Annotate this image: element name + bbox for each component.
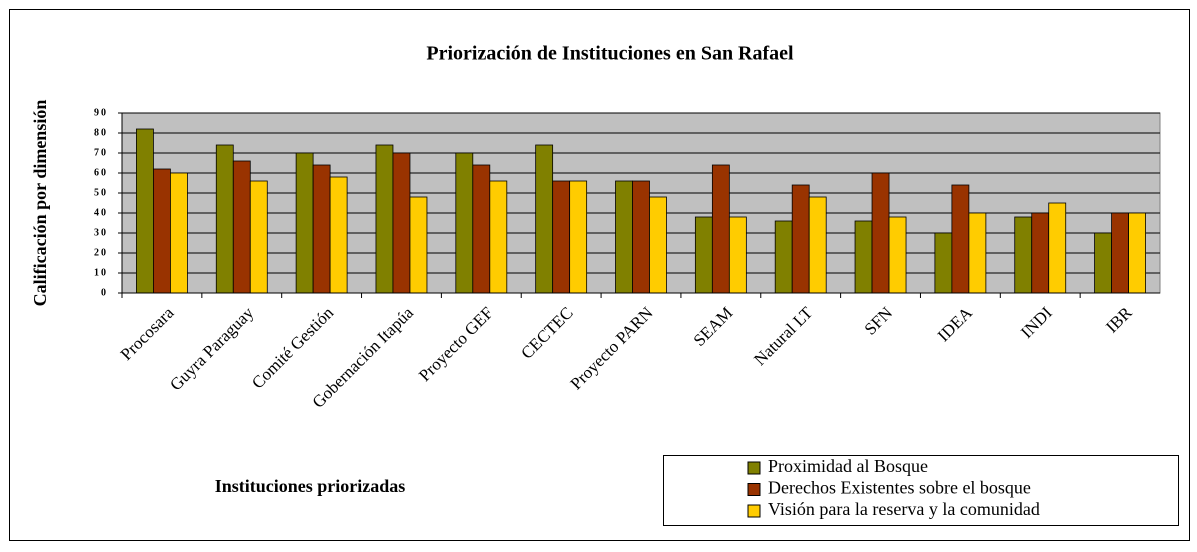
- y-tick-label: 80: [94, 127, 108, 138]
- bar: [968, 212, 987, 294]
- y-tick-label: 20: [94, 247, 108, 258]
- bar: [489, 180, 508, 294]
- bar: [1031, 212, 1050, 294]
- bar: [472, 164, 491, 294]
- bar: [232, 160, 251, 294]
- x-axis-label: Instituciones priorizadas: [215, 476, 406, 496]
- bar: [375, 144, 394, 294]
- bar: [569, 180, 588, 294]
- bar: [215, 144, 234, 294]
- bar: [409, 196, 428, 294]
- bar: [1048, 202, 1067, 294]
- bar: [392, 152, 411, 294]
- y-tick-label: 0: [101, 287, 108, 298]
- bar: [295, 152, 314, 294]
- bar: [1128, 212, 1146, 294]
- bar: [1014, 216, 1033, 294]
- bar: [632, 180, 650, 294]
- bar: [774, 220, 793, 294]
- chart-title: Priorización de Instituciones en San Raf…: [426, 43, 794, 65]
- bar: [871, 172, 890, 294]
- legend-swatch: [747, 504, 761, 518]
- bar: [455, 152, 474, 294]
- bar: [535, 144, 554, 294]
- y-tick-label: 30: [94, 227, 108, 238]
- bar: [136, 128, 154, 294]
- bar: [711, 164, 730, 294]
- y-tick-label: 70: [94, 147, 108, 158]
- y-tick-label: 40: [94, 207, 108, 218]
- bar: [951, 184, 970, 294]
- bar: [934, 232, 953, 294]
- legend-swatch: [747, 461, 761, 475]
- bar: [1111, 212, 1129, 294]
- bar: [854, 220, 873, 294]
- bar: [888, 216, 907, 294]
- legend-label: Derechos Existentes sobre el bosque: [768, 478, 1031, 498]
- bar: [153, 168, 171, 294]
- bar: [791, 184, 810, 294]
- bar: [649, 196, 667, 294]
- y-tick-label: 90: [94, 107, 108, 118]
- legend-label: Proximidad al Bosque: [768, 456, 928, 476]
- bar: [615, 180, 633, 294]
- y-tick-label: 50: [94, 187, 108, 198]
- bar: [170, 172, 188, 294]
- bar: [1094, 232, 1112, 294]
- y-tick-label: 10: [94, 267, 108, 278]
- y-axis-label: Calificación por dimensión: [30, 100, 50, 307]
- legend-swatch: [747, 483, 761, 496]
- bar: [552, 180, 571, 294]
- bar: [312, 164, 331, 294]
- bar: [249, 180, 268, 294]
- bar: [808, 196, 827, 294]
- legend-label: Visión para la reserva y la comunidad: [768, 499, 1040, 519]
- bar: [728, 216, 747, 294]
- bar: [694, 216, 713, 294]
- bar: [329, 176, 348, 294]
- y-tick-label: 60: [94, 167, 108, 178]
